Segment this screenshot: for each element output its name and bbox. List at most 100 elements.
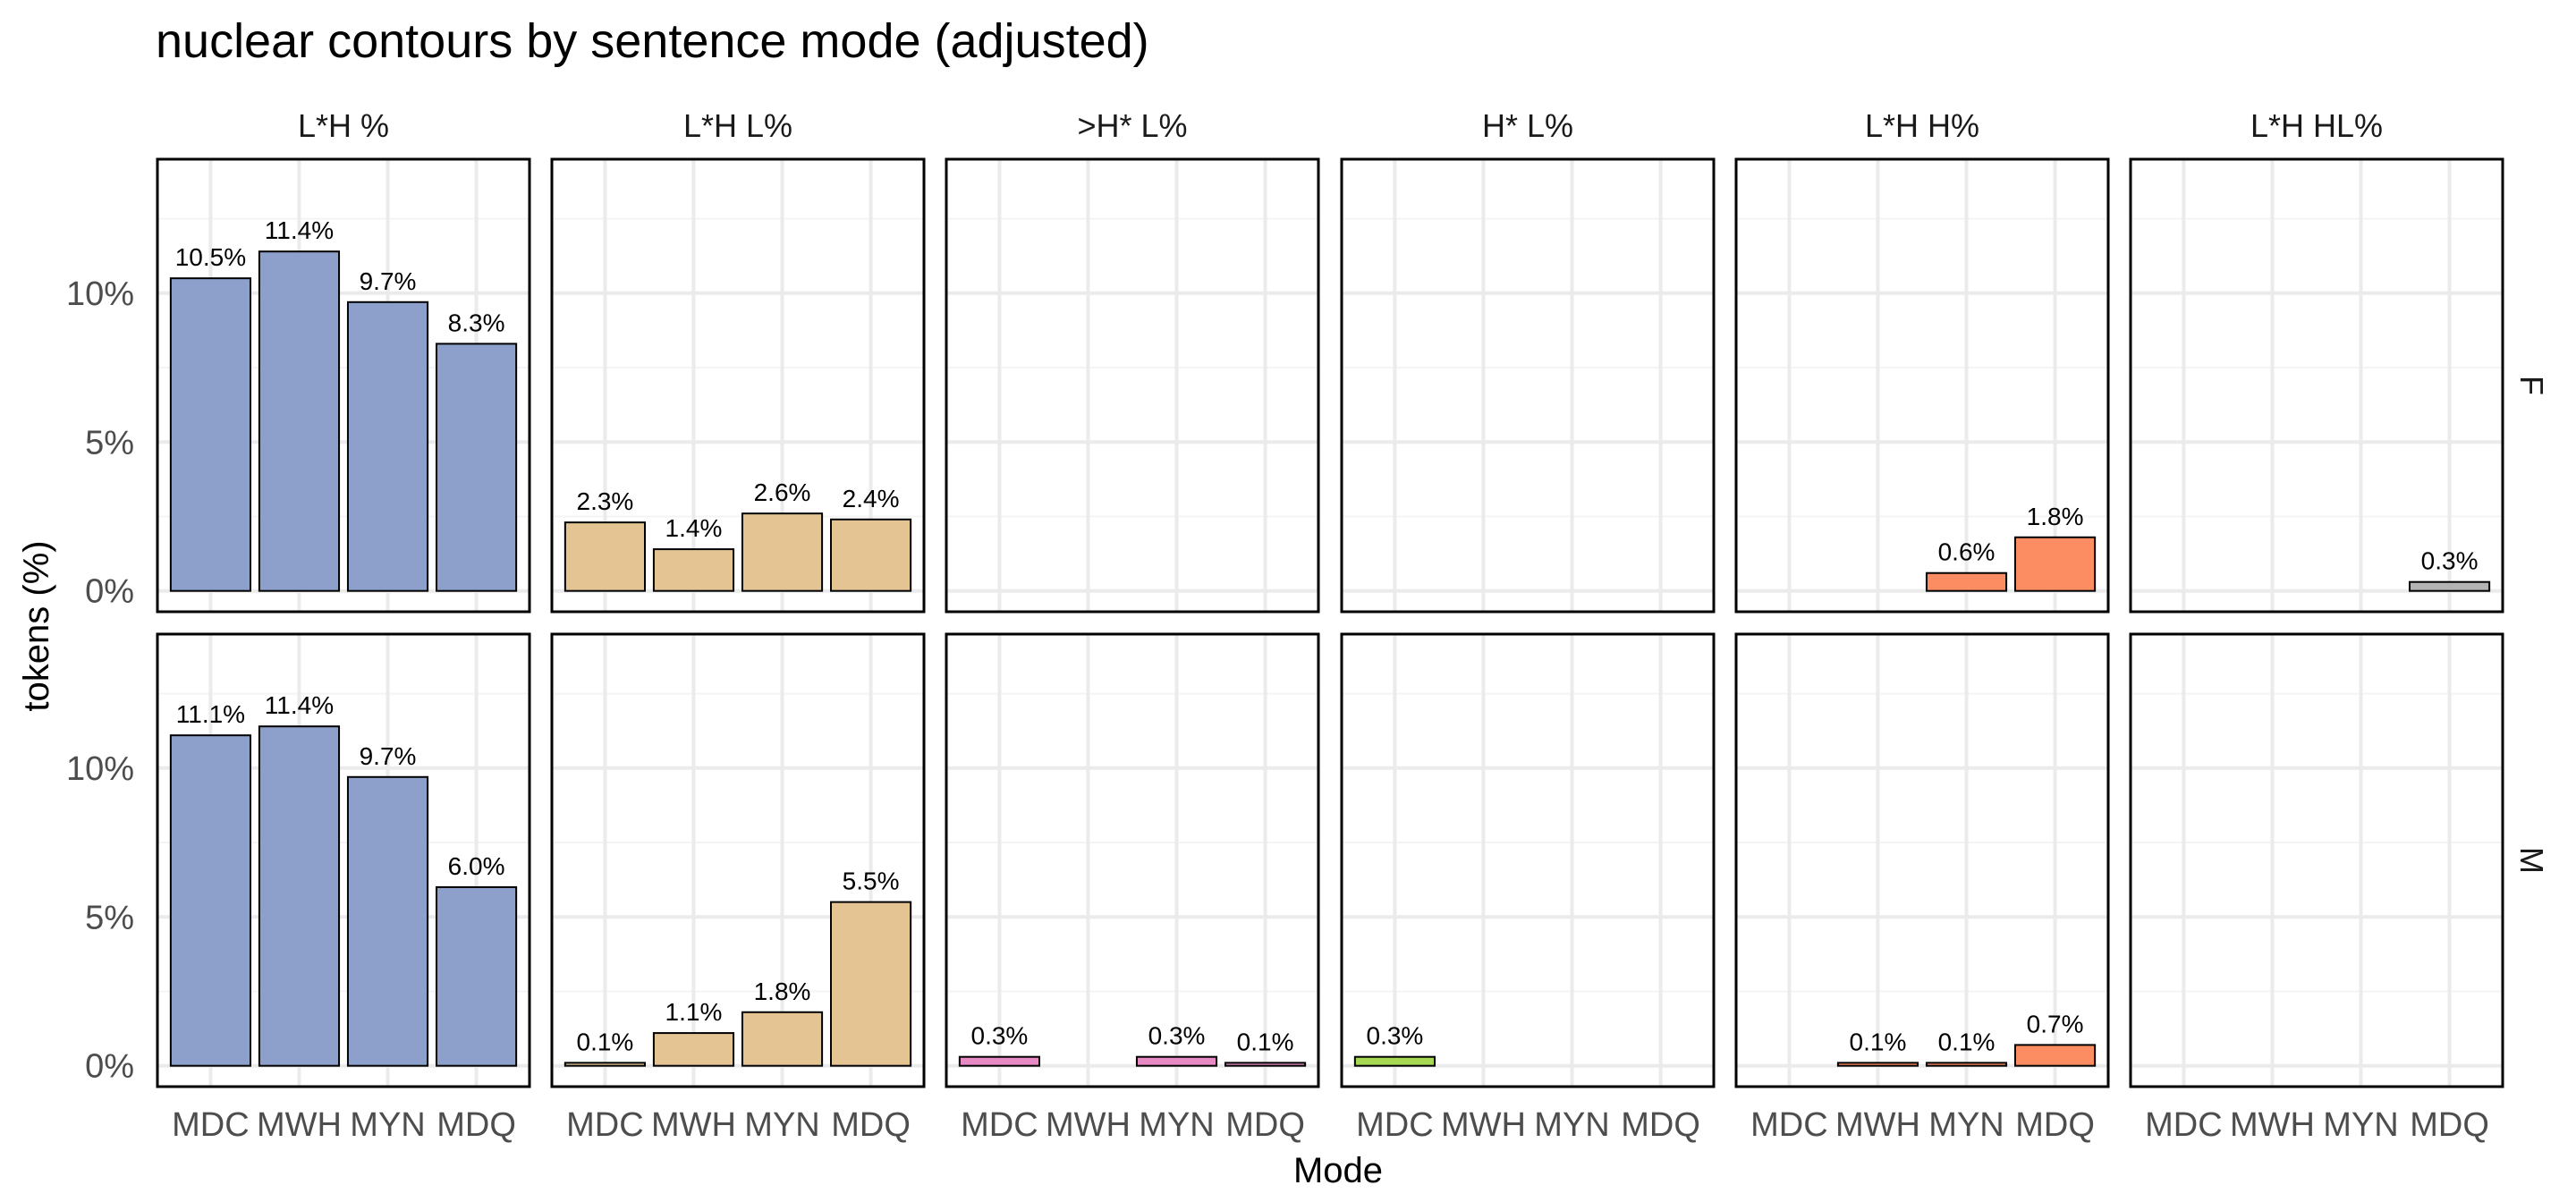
bar-value-label: 0.3% bbox=[2421, 547, 2479, 575]
x-tick-label: MYN bbox=[744, 1106, 819, 1144]
y-tick-label: 0% bbox=[85, 1048, 134, 1086]
x-tick-label: MYN bbox=[350, 1106, 425, 1144]
bar-value-label: 11.4% bbox=[265, 691, 334, 719]
facet-row-label-f: F bbox=[2513, 376, 2550, 395]
panel-border bbox=[2129, 157, 2504, 614]
panel-m-lstarh-hpct: 0.1% 0.1% 0.7% bbox=[1734, 632, 2110, 1088]
facet-row-label-m: M bbox=[2513, 847, 2550, 874]
x-tick-label: MDC bbox=[172, 1106, 250, 1144]
panel-border bbox=[945, 157, 1320, 614]
bar-value-label: 0.6% bbox=[1938, 538, 1996, 566]
bar-value-label: 0.7% bbox=[2027, 1010, 2084, 1037]
bar-value-label: 0.1% bbox=[1938, 1028, 1996, 1055]
panel-border bbox=[550, 157, 926, 614]
x-tick-label: MDC bbox=[1356, 1106, 1434, 1144]
bar-mdq bbox=[2409, 580, 2491, 592]
panel-border bbox=[1340, 157, 1716, 614]
x-tick-label: MWH bbox=[651, 1106, 736, 1144]
bar-value-label: 0.1% bbox=[1237, 1028, 1294, 1055]
x-tick-label: MYN bbox=[2323, 1106, 2398, 1144]
bar-myn bbox=[1925, 571, 2008, 592]
y-tick-label: 0% bbox=[85, 573, 134, 611]
facet-column-label-lstarh-hpct: L*H H% bbox=[1865, 107, 1979, 144]
bar-value-label: 1.8% bbox=[2027, 503, 2084, 530]
bar-mdq bbox=[1224, 1062, 1307, 1067]
x-tick-label: MYN bbox=[1139, 1106, 1214, 1144]
bar-mdq bbox=[2014, 536, 2097, 592]
bar-value-label: 9.7% bbox=[360, 742, 417, 770]
panel-border bbox=[1734, 632, 2110, 1088]
panel-f-gthstar-lpct bbox=[945, 157, 1320, 614]
bar-mwh bbox=[258, 725, 341, 1067]
y-tick-label: 10% bbox=[66, 750, 134, 788]
bar-mdq bbox=[830, 518, 912, 592]
bar-mdc bbox=[958, 1055, 1041, 1067]
bar-mdc bbox=[1353, 1055, 1436, 1067]
panel-m-lstarh-lpct: 0.1% 1.1% 1.8% 5.5% bbox=[550, 632, 926, 1088]
x-tick-label: MWH bbox=[2230, 1106, 2315, 1144]
bar-value-label: 9.7% bbox=[360, 267, 417, 295]
x-tick-label: MWH bbox=[1441, 1106, 1526, 1144]
bar-mdq bbox=[436, 885, 518, 1067]
bar-myn bbox=[741, 512, 824, 592]
panel-m-gthstar-lpct: 0.3% 0.3% 0.1% bbox=[945, 632, 1320, 1088]
bar-value-label: 0.3% bbox=[1148, 1022, 1206, 1050]
y-tick-label: 5% bbox=[85, 424, 134, 461]
bar-value-label: 1.1% bbox=[665, 998, 723, 1026]
panel-f-lstarh-lpct: 2.3% 1.4% 2.6% 2.4% bbox=[550, 157, 926, 614]
y-axis-title: tokens (%) bbox=[17, 540, 56, 711]
bar-mdq bbox=[2014, 1044, 2097, 1067]
panel-border bbox=[156, 157, 531, 614]
x-tick-label: MYN bbox=[1534, 1106, 1609, 1144]
bar-mdq bbox=[436, 343, 518, 592]
panel-border bbox=[550, 632, 926, 1088]
bar-mdc bbox=[564, 521, 646, 592]
bar-myn bbox=[346, 775, 429, 1067]
bar-value-label: 6.0% bbox=[448, 852, 505, 880]
x-tick-label: MDQ bbox=[831, 1106, 911, 1144]
bar-value-label: 2.3% bbox=[577, 487, 634, 515]
panel-m-lstarh-hlpct bbox=[2129, 632, 2504, 1088]
panel-f-lstarh-pct: 10.5% 11.4% 9.7% 8.3% bbox=[156, 157, 531, 614]
x-tick-label: MDQ bbox=[2015, 1106, 2095, 1144]
facet-column-label-lstarh-pct: L*H % bbox=[298, 107, 389, 144]
x-tick-label: MDQ bbox=[1621, 1106, 1700, 1144]
bar-value-label: 2.4% bbox=[843, 485, 900, 512]
x-tick-label: MDQ bbox=[436, 1106, 516, 1144]
facet-column-label-hstar-lpct: H* L% bbox=[1482, 107, 1573, 144]
bar-mdc bbox=[564, 1062, 646, 1067]
bar-value-label: 0.3% bbox=[971, 1022, 1029, 1050]
x-tick-label: MYN bbox=[1928, 1106, 2004, 1144]
x-tick-label: MDC bbox=[2145, 1106, 2223, 1144]
facet-column-label-lstarh-lpct: L*H L% bbox=[683, 107, 792, 144]
x-tick-label: MWH bbox=[1046, 1106, 1131, 1144]
bar-myn bbox=[1135, 1055, 1218, 1067]
bar-myn bbox=[346, 300, 429, 592]
bar-mdc bbox=[169, 734, 252, 1067]
bar-mdc bbox=[169, 277, 252, 592]
facet-panels: L*H % L*H L% >H* L% H* L% L*H H% L*H HL% F M 0% 5… bbox=[66, 107, 2550, 1144]
bar-value-label: 0.1% bbox=[1850, 1028, 1907, 1055]
bar-value-label: 11.1% bbox=[176, 700, 245, 728]
bar-mwh bbox=[1836, 1062, 1919, 1067]
bar-mwh bbox=[652, 548, 735, 592]
panel-border bbox=[945, 632, 1320, 1088]
x-tick-label: MDC bbox=[961, 1106, 1038, 1144]
x-tick-label: MWH bbox=[1835, 1106, 1920, 1144]
x-tick-label: MDC bbox=[566, 1106, 644, 1144]
bar-value-label: 11.4% bbox=[265, 216, 334, 244]
bar-value-label: 10.5% bbox=[175, 243, 246, 271]
x-tick-label: MDQ bbox=[2410, 1106, 2489, 1144]
chart-title: nuclear contours by sentence mode (adjus… bbox=[156, 14, 1149, 68]
panel-f-hstar-lpct bbox=[1340, 157, 1716, 614]
x-tick-label: MDQ bbox=[1225, 1106, 1305, 1144]
facet-column-label-lstarh-hlpct: L*H HL% bbox=[2250, 107, 2383, 144]
bar-value-label: 2.6% bbox=[754, 478, 811, 506]
bar-mdq bbox=[830, 901, 912, 1067]
panel-f-lstarh-hlpct: 0.3% bbox=[2129, 157, 2504, 614]
panel-border bbox=[1734, 157, 2110, 614]
facet-column-label-gthstar-lpct: >H* L% bbox=[1077, 107, 1187, 144]
bar-myn bbox=[1925, 1062, 2008, 1067]
x-tick-label: MWH bbox=[257, 1106, 342, 1144]
